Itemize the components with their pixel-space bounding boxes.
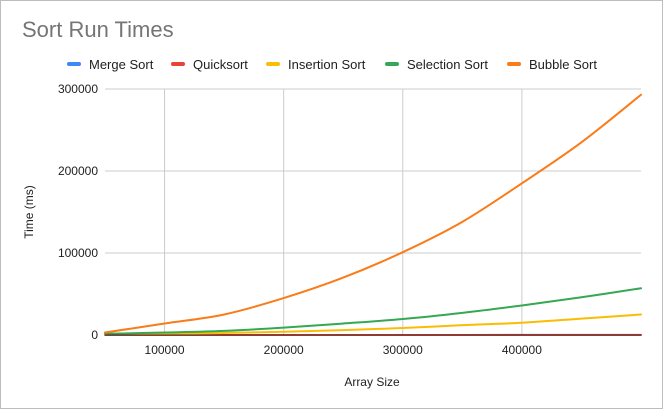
x-tick-label: 200000 <box>264 343 304 357</box>
legend-swatch-insertion-sort <box>266 62 280 66</box>
y-tick-label: 300000 <box>58 82 98 96</box>
legend-swatch-quicksort <box>171 62 185 66</box>
legend-swatch-merge-sort <box>67 62 81 66</box>
x-tick-label: 400000 <box>502 343 542 357</box>
legend-item-merge-sort[interactable]: Merge Sort <box>67 55 153 73</box>
y-axis-title: Time (ms) <box>22 185 36 239</box>
series-lines <box>104 93 642 336</box>
legend-label-insertion-sort: Insertion Sort <box>288 56 366 72</box>
legend-swatch-bubble-sort <box>507 62 521 66</box>
legend-item-bubble-sort[interactable]: Bubble Sort <box>507 55 597 73</box>
series-line-bubble-sort <box>104 93 642 334</box>
axes: 0 100000 200000 300000 100000 200000 300000 400… <box>58 82 641 357</box>
series-line-insertion-sort <box>104 313 642 336</box>
y-tick-label: 0 <box>91 328 98 342</box>
series-line-selection-sort <box>104 287 642 335</box>
legend-label-merge-sort: Merge Sort <box>89 56 154 72</box>
x-tick-label: 100000 <box>145 343 185 357</box>
legend-item-selection-sort[interactable]: Selection Sort <box>385 55 488 73</box>
legend-label-bubble-sort: Bubble Sort <box>529 56 597 72</box>
legend-swatch-selection-sort <box>385 62 399 66</box>
x-tick-label: 300000 <box>383 343 423 357</box>
y-tick-label: 200000 <box>58 164 98 178</box>
x-axis-title: Array Size <box>344 375 400 389</box>
legend-label-quicksort: Quicksort <box>193 56 248 72</box>
legend-item-quicksort[interactable]: Quicksort <box>171 55 248 73</box>
legend-label-selection-sort: Selection Sort <box>407 56 488 72</box>
chart-legend: Merge Sort Quicksort Insertion Sort Sele… <box>1 55 663 73</box>
gridlines <box>105 88 641 335</box>
legend-item-insertion-sort[interactable]: Insertion Sort <box>266 55 365 73</box>
y-tick-label: 100000 <box>58 246 98 260</box>
chart-title: Sort Run Times <box>22 17 174 42</box>
